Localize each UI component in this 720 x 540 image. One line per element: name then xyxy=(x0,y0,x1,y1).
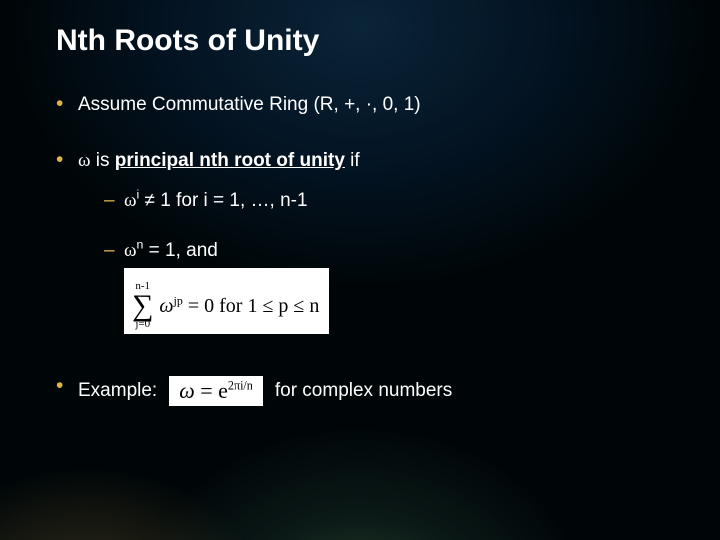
bullet-example: Example: ω = e2πi/n for complex numbers xyxy=(56,376,672,406)
slide-title: Nth Roots of Unity xyxy=(56,24,672,58)
principal-line: ω is principal nth root of unity if xyxy=(78,150,360,171)
sum-lower: j=0 xyxy=(135,319,150,330)
sum-rhs: = 0 for 1 ≤ p ≤ n xyxy=(183,295,320,317)
slide: Nth Roots of Unity Assume Commutative Ri… xyxy=(0,0,720,540)
principal-suffix: if xyxy=(345,150,360,171)
bullet-assume-text: Assume Commutative Ring (R, +, ·, 0, 1) xyxy=(78,94,421,115)
inline-formula-box: ω = e2πi/n xyxy=(169,376,263,406)
sum-body: ωjp = 0 for 1 ≤ p ≤ n xyxy=(159,296,319,316)
inline-exp: 2πi/n xyxy=(228,379,253,393)
bullet-principal: ω is principal nth root of unity if ωi ≠… xyxy=(56,150,672,334)
sigma-icon: n-1 ∑ j=0 xyxy=(132,281,153,330)
example-trail: for complex numbers xyxy=(275,380,452,402)
sum-exp: jp xyxy=(174,293,183,307)
sum-formula-box: n-1 ∑ j=0 ωjp = 0 for 1 ≤ p ≤ n xyxy=(124,268,329,334)
sub-omega-i: ωi ≠ 1 for i = 1, …, n-1 xyxy=(104,190,672,212)
sub-omega-n: ωn = 1, and xyxy=(104,240,672,262)
sum-base: ω xyxy=(159,295,173,317)
principal-emph: principal nth root of unity xyxy=(115,150,345,171)
inline-eq: = e xyxy=(195,378,228,403)
bullet-list: Assume Commutative Ring (R, +, ·, 0, 1) … xyxy=(56,94,672,406)
sublist: ωi ≠ 1 for i = 1, …, n-1 ωn = 1, and xyxy=(78,190,672,262)
example-label: Example: xyxy=(78,380,157,402)
bullet-assume: Assume Commutative Ring (R, +, ·, 0, 1) xyxy=(56,94,672,116)
inline-lhs: ω xyxy=(179,378,195,403)
